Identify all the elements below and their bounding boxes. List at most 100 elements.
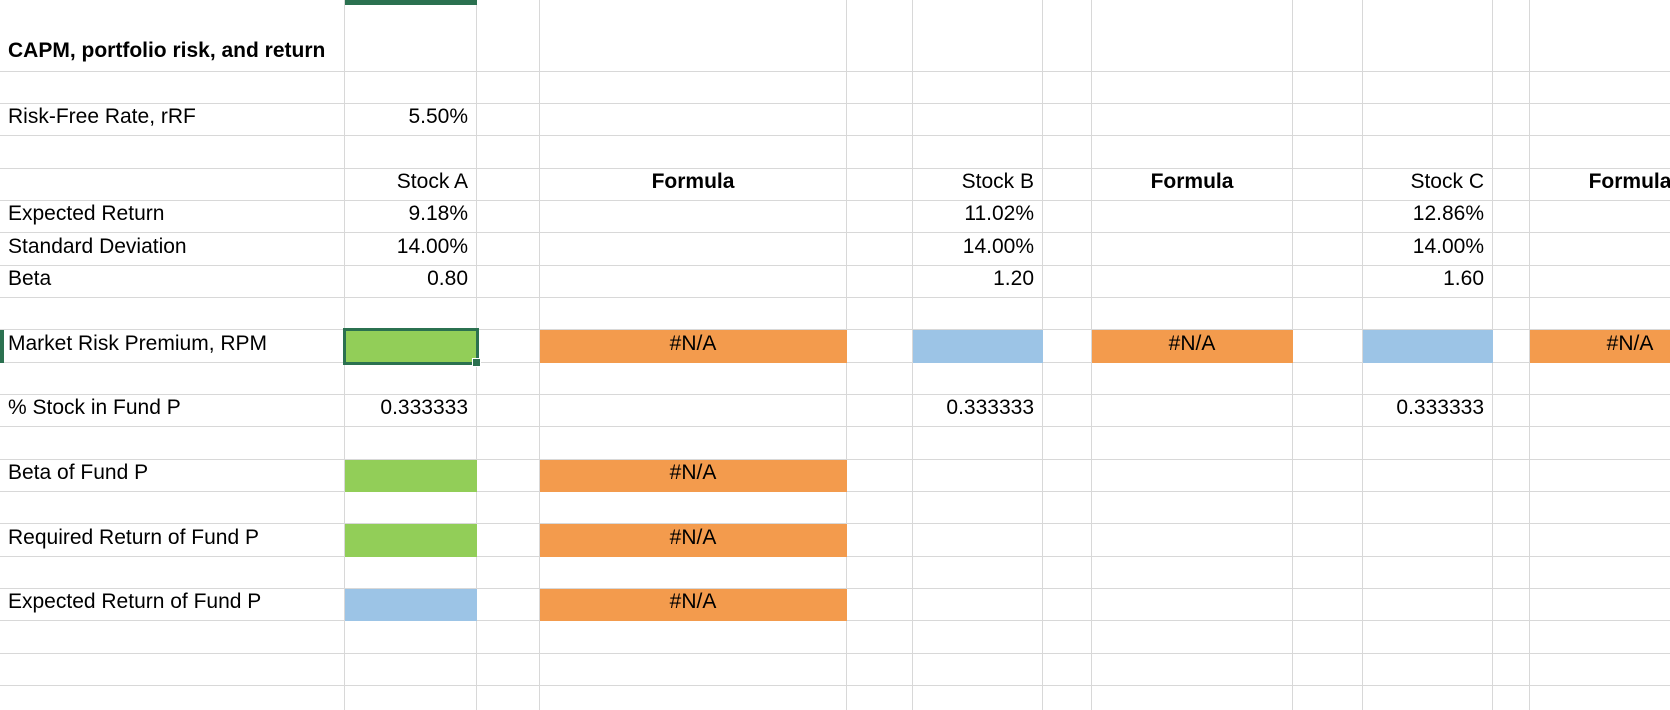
cell-C12[interactable] (477, 395, 540, 427)
cell-L8[interactable] (1530, 266, 1670, 298)
cell-H11[interactable] (1092, 363, 1293, 395)
cell-F14[interactable] (913, 460, 1043, 492)
cell-F13[interactable] (913, 427, 1043, 460)
cell-B4[interactable] (345, 136, 477, 169)
cell-I18[interactable] (1293, 589, 1363, 621)
cell-G12[interactable] (1043, 395, 1092, 427)
cell-I15[interactable] (1293, 492, 1363, 524)
cell-K3[interactable] (1493, 104, 1530, 136)
cell-L3[interactable] (1530, 104, 1670, 136)
cell-B10[interactable] (345, 330, 477, 363)
cell-K1[interactable] (1493, 0, 1530, 72)
cell-G18[interactable] (1043, 589, 1092, 621)
cell-L19[interactable] (1530, 621, 1670, 654)
cell-H4[interactable] (1092, 136, 1293, 169)
cell-J11[interactable] (1363, 363, 1493, 395)
cell-I7[interactable] (1293, 233, 1363, 266)
cell-F7[interactable]: 14.00% (913, 233, 1043, 266)
cell-C18[interactable] (477, 589, 540, 621)
cell-L13[interactable] (1530, 427, 1670, 460)
cell-K19[interactable] (1493, 621, 1530, 654)
cell-A3[interactable]: Risk-Free Rate, rRF (0, 104, 345, 136)
cell-H5[interactable]: Formula (1092, 169, 1293, 201)
cell-D19[interactable] (540, 621, 847, 654)
cell-H15[interactable] (1092, 492, 1293, 524)
cell-C1[interactable] (477, 0, 540, 72)
cell-K8[interactable] (1493, 266, 1530, 298)
cell-L10[interactable]: #N/A (1530, 330, 1670, 363)
cell-L6[interactable] (1530, 201, 1670, 233)
cell-J5[interactable]: Stock C (1363, 169, 1493, 201)
cell-C17[interactable] (477, 557, 540, 589)
cell-E18[interactable] (847, 589, 913, 621)
cell-B1[interactable] (345, 0, 477, 72)
cell-G6[interactable] (1043, 201, 1092, 233)
cell-J6[interactable]: 12.86% (1363, 201, 1493, 233)
cell-L12[interactable] (1530, 395, 1670, 427)
cell-K4[interactable] (1493, 136, 1530, 169)
cell-B20[interactable] (345, 654, 477, 686)
cell-D16[interactable]: #N/A (540, 524, 847, 557)
cell-C20[interactable] (477, 654, 540, 686)
cell-L9[interactable] (1530, 298, 1670, 330)
cell-E4[interactable] (847, 136, 913, 169)
cell-C21[interactable] (477, 686, 540, 710)
cell-D2[interactable] (540, 72, 847, 104)
cell-F21[interactable] (913, 686, 1043, 710)
cell-I11[interactable] (1293, 363, 1363, 395)
cell-H7[interactable] (1092, 233, 1293, 266)
cell-K5[interactable] (1493, 169, 1530, 201)
cell-B11[interactable] (345, 363, 477, 395)
cell-G8[interactable] (1043, 266, 1092, 298)
cell-G9[interactable] (1043, 298, 1092, 330)
cell-J16[interactable] (1363, 524, 1493, 557)
cell-I21[interactable] (1293, 686, 1363, 710)
cell-B19[interactable] (345, 621, 477, 654)
cell-C3[interactable] (477, 104, 540, 136)
cell-F11[interactable] (913, 363, 1043, 395)
cell-E7[interactable] (847, 233, 913, 266)
cell-D15[interactable] (540, 492, 847, 524)
cell-H2[interactable] (1092, 72, 1293, 104)
cell-G13[interactable] (1043, 427, 1092, 460)
cell-D1[interactable] (540, 0, 847, 72)
cell-D7[interactable] (540, 233, 847, 266)
cell-A18[interactable]: Expected Return of Fund P (0, 589, 345, 621)
cell-E10[interactable] (847, 330, 913, 363)
cell-F19[interactable] (913, 621, 1043, 654)
cell-K10[interactable] (1493, 330, 1530, 363)
cell-C5[interactable] (477, 169, 540, 201)
cell-K21[interactable] (1493, 686, 1530, 710)
cell-B16[interactable] (345, 524, 477, 557)
cell-K20[interactable] (1493, 654, 1530, 686)
cell-C6[interactable] (477, 201, 540, 233)
cell-A1[interactable]: CAPM, portfolio risk, and return (0, 0, 345, 72)
cell-L7[interactable] (1530, 233, 1670, 266)
cell-B8[interactable]: 0.80 (345, 266, 477, 298)
cell-E12[interactable] (847, 395, 913, 427)
cell-A15[interactable] (0, 492, 345, 524)
cell-J9[interactable] (1363, 298, 1493, 330)
cell-G16[interactable] (1043, 524, 1092, 557)
cell-D8[interactable] (540, 266, 847, 298)
cell-L17[interactable] (1530, 557, 1670, 589)
cell-F18[interactable] (913, 589, 1043, 621)
cell-A16[interactable]: Required Return of Fund P (0, 524, 345, 557)
cell-F17[interactable] (913, 557, 1043, 589)
cell-E5[interactable] (847, 169, 913, 201)
cell-I19[interactable] (1293, 621, 1363, 654)
cell-F1[interactable] (913, 0, 1043, 72)
cell-G3[interactable] (1043, 104, 1092, 136)
cell-J7[interactable]: 14.00% (1363, 233, 1493, 266)
cell-L11[interactable] (1530, 363, 1670, 395)
cell-A10[interactable]: Market Risk Premium, RPM (0, 330, 345, 363)
cell-J21[interactable] (1363, 686, 1493, 710)
cell-A7[interactable]: Standard Deviation (0, 233, 345, 266)
cell-J20[interactable] (1363, 654, 1493, 686)
cell-L16[interactable] (1530, 524, 1670, 557)
cell-K15[interactable] (1493, 492, 1530, 524)
cell-G7[interactable] (1043, 233, 1092, 266)
cell-A21[interactable] (0, 686, 345, 710)
cell-H20[interactable] (1092, 654, 1293, 686)
cell-E9[interactable] (847, 298, 913, 330)
